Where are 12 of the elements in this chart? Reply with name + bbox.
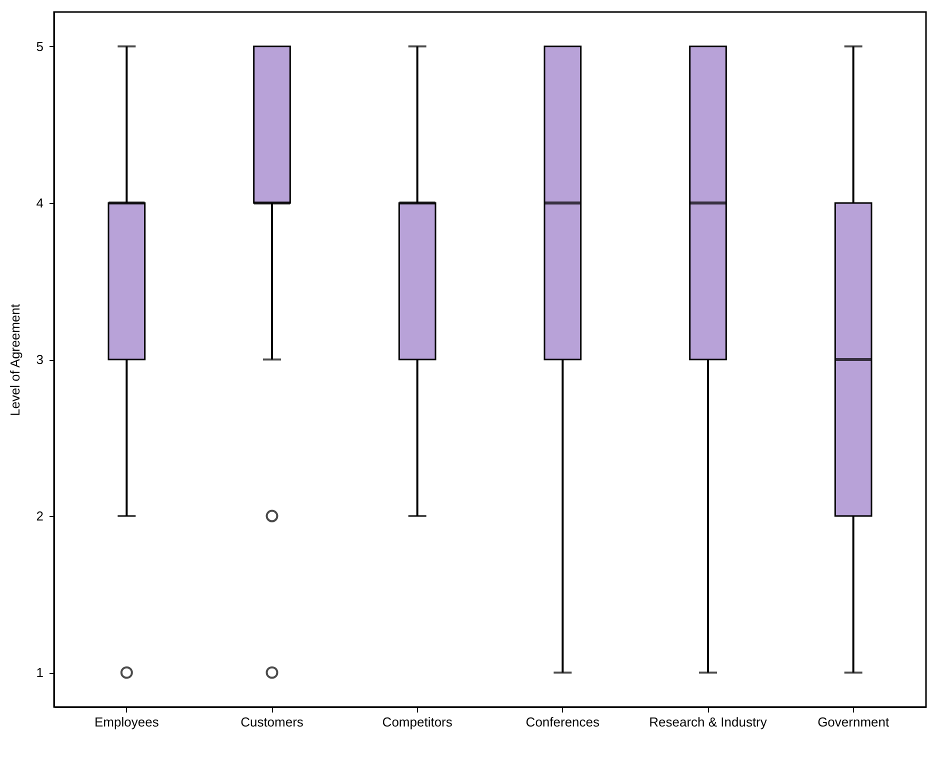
x-tick-label: Conferences (526, 714, 600, 730)
y-tick-label: 2 (36, 508, 44, 524)
y-tick-label: 4 (36, 195, 44, 210)
y-axis-title: Level of Agreement (7, 304, 22, 416)
x-tick-label: Research & Industry (649, 714, 768, 730)
x-tick-label: Employees (94, 714, 160, 730)
x-tick-label: Customers (240, 714, 304, 730)
y-tick-label: 1 (36, 665, 44, 680)
x-tick-label: Government (818, 714, 890, 730)
y-tick-label: 3 (36, 352, 44, 367)
x-tick-label: Competitors (382, 714, 453, 730)
y-tick-label: 5 (36, 38, 44, 54)
